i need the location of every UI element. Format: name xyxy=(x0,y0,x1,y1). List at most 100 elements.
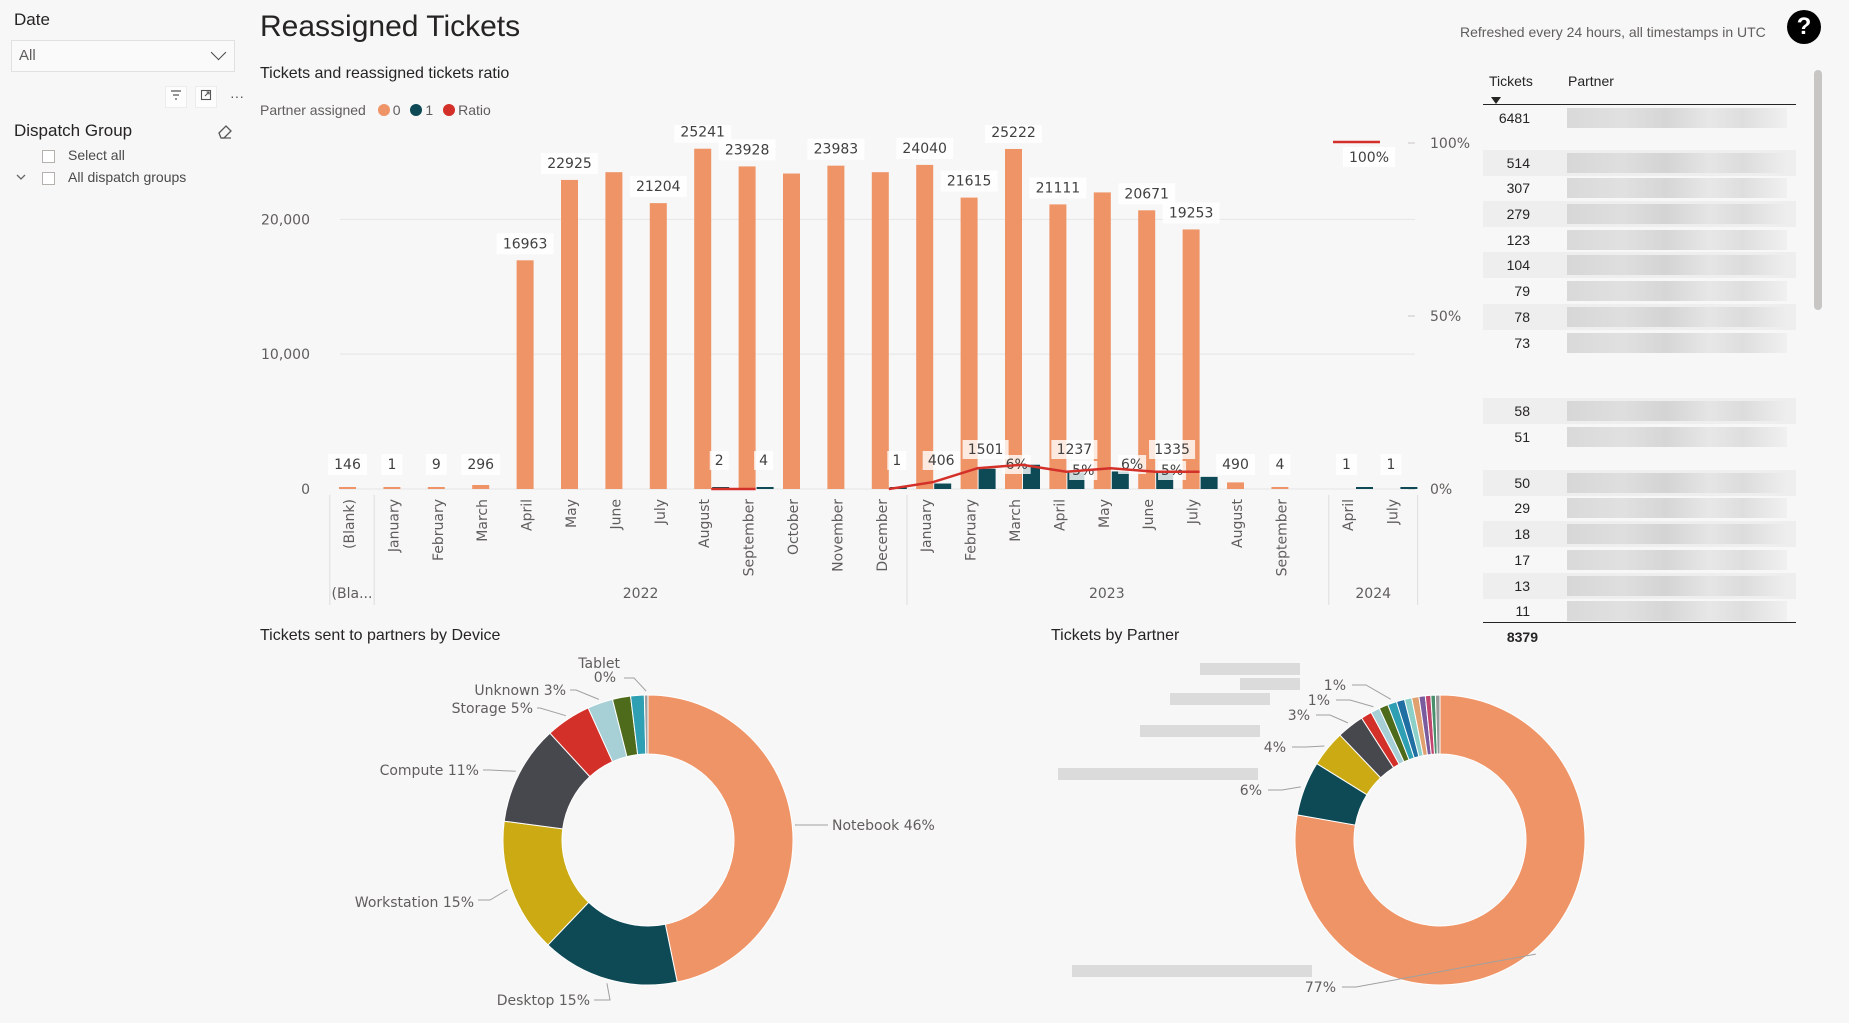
date-dropdown[interactable]: All xyxy=(11,40,235,72)
device-pie-title: Tickets sent to partners by Device xyxy=(260,627,501,644)
series-value-label: 1237 xyxy=(1057,442,1093,458)
table-row[interactable]: 279 xyxy=(1483,201,1796,227)
bar-partner-0[interactable] xyxy=(694,148,712,489)
bar-partner-0[interactable] xyxy=(649,203,667,489)
bar-partner-0[interactable] xyxy=(783,173,800,489)
partner-name-redacted xyxy=(1567,498,1787,518)
select-all-checkbox[interactable] xyxy=(42,150,55,163)
table-row[interactable]: 58 xyxy=(1483,398,1796,424)
donut-slice[interactable] xyxy=(1294,694,1586,986)
value-label-bg xyxy=(1269,454,1291,475)
legend-title: Partner assigned xyxy=(260,102,366,118)
table-row[interactable]: 17 xyxy=(1483,547,1796,573)
column-header-partner[interactable]: Partner xyxy=(1568,73,1614,89)
sort-descending-icon[interactable] xyxy=(1491,92,1501,110)
bar-partner-0[interactable] xyxy=(827,165,845,489)
partner-name-redacted xyxy=(1058,768,1258,780)
bar-partner-0[interactable] xyxy=(1227,482,1244,489)
bar-partner-0[interactable] xyxy=(1271,487,1289,489)
bar-partner-0[interactable] xyxy=(561,179,578,489)
chevron-down-icon[interactable] xyxy=(210,44,227,61)
donut-slice-label: Workstation 15% xyxy=(355,895,474,911)
bar-value-label: 490 xyxy=(1222,457,1249,473)
legend-item-0[interactable]: 0 xyxy=(377,102,401,118)
table-row[interactable]: 18 xyxy=(1483,521,1796,547)
value-label-bg xyxy=(1336,454,1357,475)
bar-partner-0[interactable] xyxy=(871,172,889,489)
table-row[interactable]: 50 xyxy=(1483,470,1796,496)
x-tick-label: July xyxy=(1385,499,1401,525)
table-row[interactable]: 51 xyxy=(1483,424,1796,450)
table-row[interactable]: 123 xyxy=(1483,227,1796,253)
bar-value-label: 24040 xyxy=(902,141,947,157)
partner-name-redacted xyxy=(1567,427,1787,447)
bar-partner-1[interactable] xyxy=(756,487,774,489)
table-row[interactable]: 13 xyxy=(1483,573,1796,599)
partner-name-redacted xyxy=(1567,401,1787,421)
filter-icon[interactable] xyxy=(165,86,187,108)
value-label-bg xyxy=(1149,440,1196,459)
all-dispatch-groups-checkbox[interactable] xyxy=(42,172,55,185)
value-label-bg xyxy=(425,454,447,475)
bar-partner-1[interactable] xyxy=(1400,487,1418,489)
table-row[interactable]: 78 xyxy=(1483,304,1796,330)
legend-item-ratio[interactable]: Ratio xyxy=(443,102,491,118)
bar-partner-0[interactable] xyxy=(1182,229,1200,489)
table-header: Tickets Partner xyxy=(1483,68,1796,105)
donut-slice-label: 6% xyxy=(1240,783,1262,799)
ticket-count: 6481 xyxy=(1498,110,1530,126)
y2-tick-label: 50% xyxy=(1430,309,1461,325)
table-scrollbar[interactable] xyxy=(1814,70,1822,310)
donut-slice[interactable] xyxy=(1434,694,1441,755)
bar-partner-0[interactable] xyxy=(1049,204,1067,489)
bar-partner-1[interactable] xyxy=(1356,487,1373,489)
help-button[interactable]: ? xyxy=(1787,10,1821,44)
more-options-icon[interactable]: ··· xyxy=(230,88,244,104)
bar-partner-0[interactable] xyxy=(738,166,756,490)
x-tick-label: January xyxy=(386,499,402,553)
ratio-value-label: 100% xyxy=(1349,150,1389,166)
bar-value-label: 22925 xyxy=(547,156,592,172)
bar-partner-0[interactable] xyxy=(916,164,934,489)
x-tick-label: September xyxy=(1274,499,1290,577)
column-header-tickets[interactable]: Tickets xyxy=(1489,73,1533,89)
bar-partner-0[interactable] xyxy=(516,260,534,489)
table-row[interactable]: 11 xyxy=(1483,598,1796,624)
partner-name-redacted xyxy=(1567,230,1787,250)
bar-partner-1[interactable] xyxy=(1111,471,1129,489)
bar-partner-1[interactable] xyxy=(978,468,996,489)
bar-partner-1[interactable] xyxy=(1200,476,1218,489)
legend-item-1[interactable]: 1 xyxy=(410,102,433,118)
bar-partner-0[interactable] xyxy=(1005,148,1022,489)
series-value-label: 2 xyxy=(715,453,724,469)
expand-chevron-icon[interactable] xyxy=(15,170,27,188)
table-row[interactable]: 29 xyxy=(1483,495,1796,521)
focus-mode-icon[interactable] xyxy=(195,86,217,108)
eraser-icon[interactable] xyxy=(216,122,234,145)
table-row[interactable]: 79 xyxy=(1483,278,1796,304)
bar-partner-0[interactable] xyxy=(960,197,978,489)
bar-partner-0[interactable] xyxy=(1138,210,1156,490)
bar-partner-0[interactable] xyxy=(427,487,445,489)
donut-slice[interactable] xyxy=(647,694,794,983)
bar-partner-0[interactable] xyxy=(472,485,490,489)
x-tick-label: November xyxy=(830,499,846,572)
table-row[interactable]: 73 xyxy=(1483,330,1796,356)
leader-line xyxy=(1336,699,1374,708)
donut-slice[interactable] xyxy=(643,694,649,755)
device-donut-chart: Notebook 46% Desktop 15% Workstation 15% Co… xyxy=(355,656,935,1009)
table-row[interactable]: 6481 xyxy=(1483,105,1796,131)
ticket-count: 73 xyxy=(1514,335,1530,351)
bar-partner-0[interactable] xyxy=(605,172,623,489)
partner-name-redacted xyxy=(1567,204,1787,224)
bar-partner-0[interactable] xyxy=(339,487,356,489)
ticket-count: 29 xyxy=(1514,500,1530,516)
table-row[interactable]: 514 xyxy=(1483,150,1796,176)
bar-partner-1[interactable] xyxy=(934,483,952,489)
bar-partner-0[interactable] xyxy=(1093,192,1111,489)
ratio-line[interactable] xyxy=(888,463,1200,491)
table-row[interactable]: 104 xyxy=(1483,252,1796,278)
bar-partner-0[interactable] xyxy=(383,487,401,489)
series-value-label: 4 xyxy=(759,453,768,469)
table-row[interactable]: 307 xyxy=(1483,175,1796,201)
